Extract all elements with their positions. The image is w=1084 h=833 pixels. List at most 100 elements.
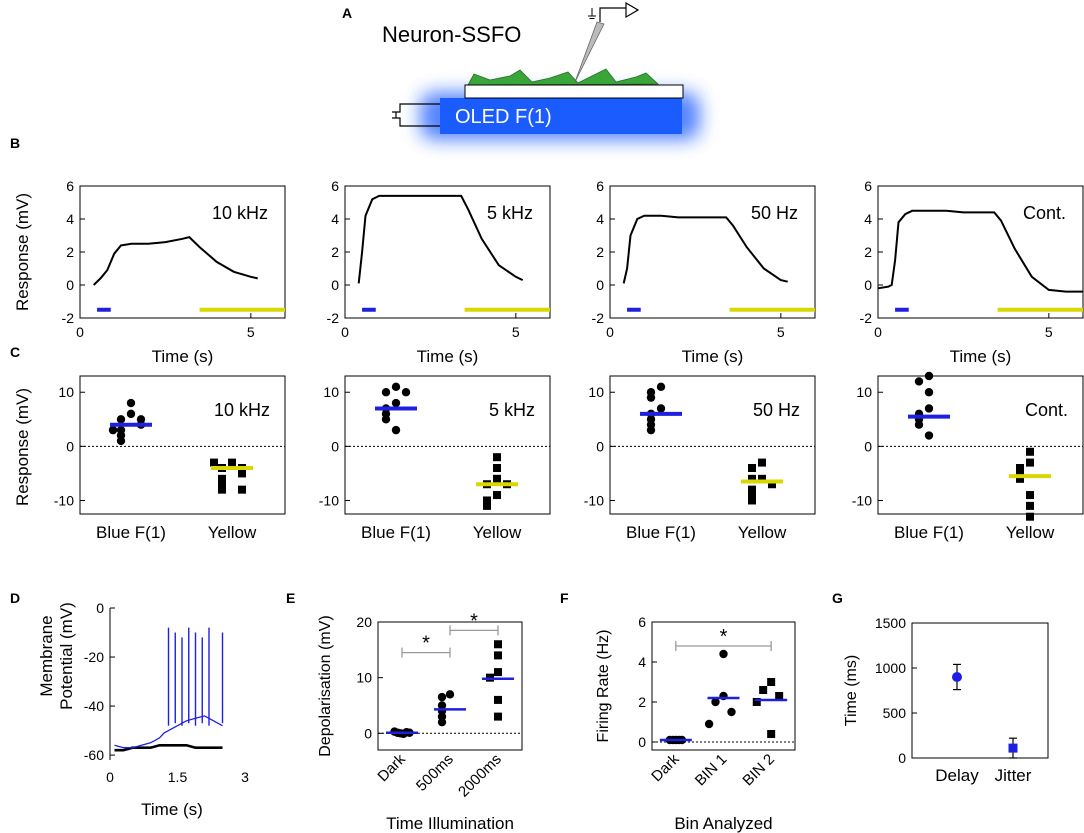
panel-b-xtick-label: 0 [606, 324, 614, 340]
response-trace-1 [93, 235, 258, 286]
ytick-label: 1000 [875, 660, 906, 676]
data-point [494, 712, 502, 721]
axes-frame [377, 621, 523, 751]
panel-b-ytick-label: 0 [66, 277, 74, 293]
condition-label: Cont. [1025, 400, 1068, 420]
panel-b-ytick-label: 2 [66, 244, 74, 260]
yellow-response-point [238, 485, 246, 494]
panel-d-ytick-label: -40 [84, 698, 104, 714]
panel-b-xtick-label: 5 [777, 324, 785, 340]
xlabel: Bin Analyzed [674, 814, 772, 833]
data-point [759, 686, 768, 694]
panel-b-ytick-label: 0 [596, 277, 604, 293]
blue-response-point [924, 371, 934, 381]
panel-b-ytick-label: -2 [860, 310, 873, 326]
panel-b-xtick-label: 5 [512, 324, 520, 340]
yellow-response-point [1026, 512, 1034, 521]
significance-star: * [422, 633, 430, 655]
panel-b-xlabel: Time (s) [152, 347, 214, 366]
response-trace-4 [877, 209, 1083, 293]
category-label-blue: Blue F(1) [626, 523, 696, 542]
yellow-response-point [1026, 501, 1034, 510]
data-point [437, 692, 447, 702]
panel-b-ytick-label: 4 [331, 211, 339, 227]
blue-response-point [924, 388, 934, 397]
blue-response-point [126, 398, 136, 408]
substrate-layer [464, 84, 684, 99]
yellow-response-point [483, 501, 491, 510]
panel-c-plot-3: -10 0 10 50 Hz Blue F(1) Yellow [584, 375, 816, 542]
response-trace-3 [622, 214, 788, 284]
yellow-response-point [748, 491, 756, 500]
yellow-response-point [238, 469, 246, 478]
blue-response-point [391, 398, 401, 408]
panel-d-xtick-label: 0 [106, 769, 114, 785]
data-point [494, 651, 502, 660]
panel-b-ytick-label: 6 [331, 178, 339, 194]
data-point [711, 697, 720, 707]
xlabel: Time Illumination [386, 814, 514, 833]
category-label: BIN 2 [739, 751, 778, 790]
category-label: Delay [935, 766, 979, 785]
blue-response-point [914, 420, 924, 429]
panel-b-ytick-label: 6 [66, 178, 74, 194]
panel-c-axes-frame [609, 375, 816, 515]
panel-b-xlabel: Time (s) [682, 347, 744, 366]
oled-label: OLED F(1) [455, 106, 552, 128]
condition-label: 50 Hz [751, 203, 798, 223]
yellow-response-point [218, 480, 226, 489]
condition-label: Cont. [1023, 203, 1066, 223]
category-label: Dark [374, 750, 409, 785]
data-point [704, 719, 714, 729]
ytick-label: 0 [364, 725, 372, 741]
category-label-yellow: Yellow [473, 523, 522, 542]
yellow-response-point [1026, 458, 1034, 467]
yellow-response-point [483, 496, 491, 505]
blue-response-point [924, 404, 934, 413]
ytick-label: 0 [898, 750, 906, 766]
ytick-label: 1500 [875, 615, 906, 631]
oled-connector [392, 103, 440, 127]
category-label: Jitter [995, 766, 1032, 785]
panel-label-g: G [832, 590, 843, 606]
ground-icon [588, 8, 596, 19]
significance-star: * [470, 610, 478, 632]
data-point [445, 690, 455, 699]
ytick-label: 2 [638, 694, 646, 710]
delay-marker [952, 672, 962, 682]
blue-response-point [646, 393, 656, 402]
data-point [719, 649, 728, 659]
panel-d-ylabel-line1: Membrane [37, 615, 56, 696]
panel-b-ytick-label: 2 [596, 244, 604, 260]
yellow-response-point [1016, 474, 1024, 483]
blue-response-point [116, 436, 126, 446]
condition-label: 50 Hz [753, 400, 800, 420]
panel-a-schematic: Neuron-SSFO OLED F(1) [382, 1, 700, 140]
panel-c-ytick-label: 0 [864, 438, 872, 454]
panel-c-axes-frame [344, 375, 551, 515]
ytick-label: 4 [638, 654, 646, 670]
yellow-response-point [1026, 447, 1034, 456]
panel-b-ytick-label: 4 [864, 211, 872, 227]
oled-device [440, 98, 682, 134]
panel-b-ytick-label: 4 [596, 211, 604, 227]
data-point [767, 730, 776, 738]
data-point [727, 707, 736, 717]
blue-response-point [381, 415, 391, 424]
panel-b-ytick-label: 0 [864, 277, 872, 293]
yellow-response-point [748, 485, 756, 494]
panel-c-ytick-label: 0 [66, 438, 74, 454]
panel-c-ylabel: Response (mV) [13, 388, 32, 506]
ytick-label: 20 [356, 614, 372, 630]
blue-response-point [656, 404, 666, 413]
blue-response-point [381, 388, 391, 397]
panel-c-ytick-label: 10 [323, 384, 339, 400]
data-point [752, 698, 761, 706]
panel-b-xlabel: Time (s) [417, 347, 479, 366]
panel-b-xtick-label: 5 [247, 324, 255, 340]
panel-b-ytick-label: -2 [62, 310, 75, 326]
blue-response-point [391, 382, 401, 392]
panel-c-axes-frame [79, 375, 286, 515]
yellow-response-point [748, 474, 756, 483]
